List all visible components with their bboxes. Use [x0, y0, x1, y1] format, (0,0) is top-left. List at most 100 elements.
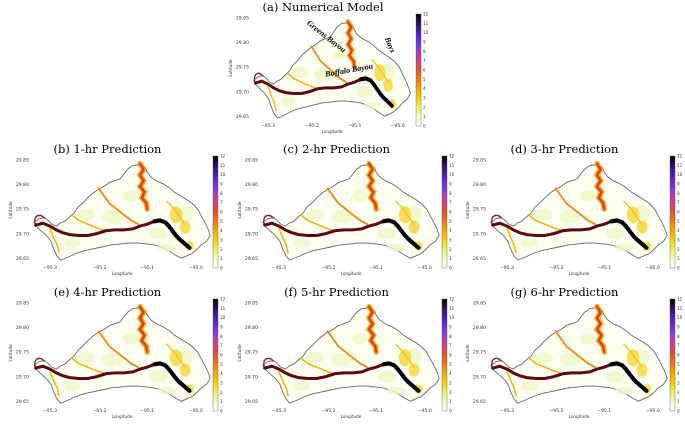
shallow-flood-area [387, 387, 405, 395]
shallow-flood-area [102, 353, 124, 367]
colorbar-tick-label: 11 [677, 306, 683, 311]
x-tick-label: −95.1 [597, 408, 611, 414]
colorbar-tick-label: 4 [220, 371, 223, 376]
y-tick-label: 29.70 [473, 231, 486, 237]
shallow-flood-area [351, 333, 369, 345]
colorbar-tick-label: 12 [220, 154, 226, 159]
colorbar-tick-label: 12 [220, 297, 226, 302]
colorbar-tick-label: 5 [220, 362, 223, 367]
y-axis-label: Latitude [237, 201, 242, 219]
y-tick-label: 29.80 [245, 325, 258, 331]
map-figure: −95.3 −95.2 −95.1 −95.0 29.85 29.80 29.75 29.70… [228, 12, 429, 135]
tributary-channel [278, 371, 289, 397]
bay-area [179, 220, 191, 234]
panel-title: (e) 4-hr Prediction [53, 285, 162, 299]
tributary-channel [70, 213, 107, 232]
y-tick-label: 29.65 [236, 114, 249, 120]
colorbar-tick-label: 10 [220, 315, 226, 320]
y-tick-label: 29.80 [236, 40, 249, 46]
shallow-flood-area [158, 244, 176, 252]
colorbar-tick-label: 3 [423, 96, 426, 101]
tributary-channel [70, 356, 107, 375]
colorbar-tick-label: 8 [423, 49, 426, 54]
x-tick-label: −95.1 [597, 265, 611, 271]
colorbar-tick-label: 2 [677, 247, 680, 252]
channel-deep [595, 162, 606, 211]
x-tick-label: −95.2 [92, 408, 106, 414]
bay-area [169, 206, 183, 224]
colorbar-tick-label: 0 [677, 409, 680, 414]
colorbar-tick-label: 6 [423, 68, 426, 73]
channel-loop [253, 72, 264, 84]
shallow-flood-area [149, 227, 167, 240]
x-tick-label: −95.0 [646, 408, 660, 414]
map-figure: −95.3 −95.2 −95.1 −95.0 29.85 29.80 29.75 29.70… [8, 297, 226, 420]
bay-area [636, 363, 648, 377]
y-axis-label: Latitude [228, 59, 233, 77]
x-tick-label: −95.3 [272, 408, 286, 414]
colorbar-tick-label: 2 [423, 105, 426, 110]
y-tick-label: 29.85 [236, 15, 249, 21]
colorbar-tick-label: 1 [220, 256, 223, 261]
x-tick-label: −95.3 [500, 408, 514, 414]
x-tick-label: −95.3 [261, 123, 275, 129]
colorbar-tick-label: 11 [677, 163, 683, 168]
y-tick-label: 29.75 [473, 350, 486, 356]
x-tick-label: −95.2 [92, 265, 106, 271]
colorbar-tick-label: 0 [449, 409, 452, 414]
colorbar-tick-label: 3 [449, 381, 452, 386]
y-tick-label: 29.85 [473, 157, 486, 163]
shallow-flood-area [534, 209, 552, 221]
y-tick-label: 29.75 [236, 65, 249, 71]
shallow-flood-area [64, 381, 81, 391]
panel-title: (a) Numerical Model [262, 0, 384, 14]
map-figure: −95.3 −95.2 −95.1 −95.0 29.85 29.80 29.75 29.70… [237, 297, 455, 420]
map-figure: −95.3 −95.2 −95.1 −95.0 29.85 29.80 29.75 29.70… [237, 154, 455, 277]
tributary-channel [326, 330, 369, 369]
shallow-flood-area [521, 381, 538, 391]
colorbar-tick-label: 7 [220, 343, 223, 348]
x-tick-label: −95.1 [369, 265, 383, 271]
y-tick-label: 29.80 [16, 325, 29, 331]
x-axis-label: Longitude [569, 414, 590, 419]
colorbar [441, 298, 448, 412]
colorbar-tick-label: 10 [677, 172, 683, 177]
shallow-flood-area [280, 96, 296, 106]
colorbar-tick-label: 6 [220, 353, 223, 358]
map-group [34, 303, 210, 403]
channel-loop [263, 357, 275, 369]
colorbar-tick-label: 9 [449, 182, 452, 187]
tributary-channel [371, 58, 389, 83]
panel-2hr-prediction: (c) 2-hr Prediction −95.3 −95.2 −95.1 −95.0… [229, 142, 457, 284]
shallow-flood-area [615, 387, 633, 395]
x-tick-label: −95.0 [189, 265, 203, 271]
x-axis-label: Longitude [341, 271, 362, 276]
bay-area [179, 363, 191, 377]
colorbar-tick-label: 7 [677, 200, 680, 205]
colorbar-tick-label: 11 [220, 163, 226, 168]
map-group [263, 303, 439, 403]
colorbar-tick-label: 2 [220, 247, 223, 252]
x-tick-label: −95.2 [549, 408, 563, 414]
colorbar-tick-label: 9 [220, 182, 223, 187]
y-tick-label: 29.70 [245, 374, 258, 380]
panel-1hr-prediction: (b) 1-hr Prediction −95.3 −95.2 −95.1 −95.0… [0, 142, 228, 284]
x-axis-label: Longitude [112, 271, 133, 276]
x-axis-label: Longitude [341, 414, 362, 419]
map-figure: −95.3 −95.2 −95.1 −95.0 29.85 29.80 29.75 29.70… [465, 297, 683, 420]
tributary-channel [166, 200, 186, 225]
x-tick-label: −95.1 [140, 265, 154, 271]
colorbar-tick-label: 10 [423, 30, 429, 35]
colorbar-tick-label: 9 [220, 325, 223, 330]
colorbar-tick-label: 5 [220, 219, 223, 224]
y-tick-label: 29.80 [16, 182, 29, 188]
colorbar-tick-label: 3 [449, 238, 452, 243]
colorbar-tick-label: 3 [677, 238, 680, 243]
y-tick-label: 29.65 [473, 256, 486, 262]
main-river-deep [359, 76, 394, 108]
x-tick-label: −95.2 [321, 265, 335, 271]
colorbar-tick-label: 6 [677, 353, 680, 358]
map-figure: −95.3 −95.2 −95.1 −95.0 29.85 29.80 29.75 29.70… [465, 154, 683, 277]
colorbar-tick-label: 2 [449, 390, 452, 395]
colorbar-tick-label: 12 [449, 297, 455, 302]
